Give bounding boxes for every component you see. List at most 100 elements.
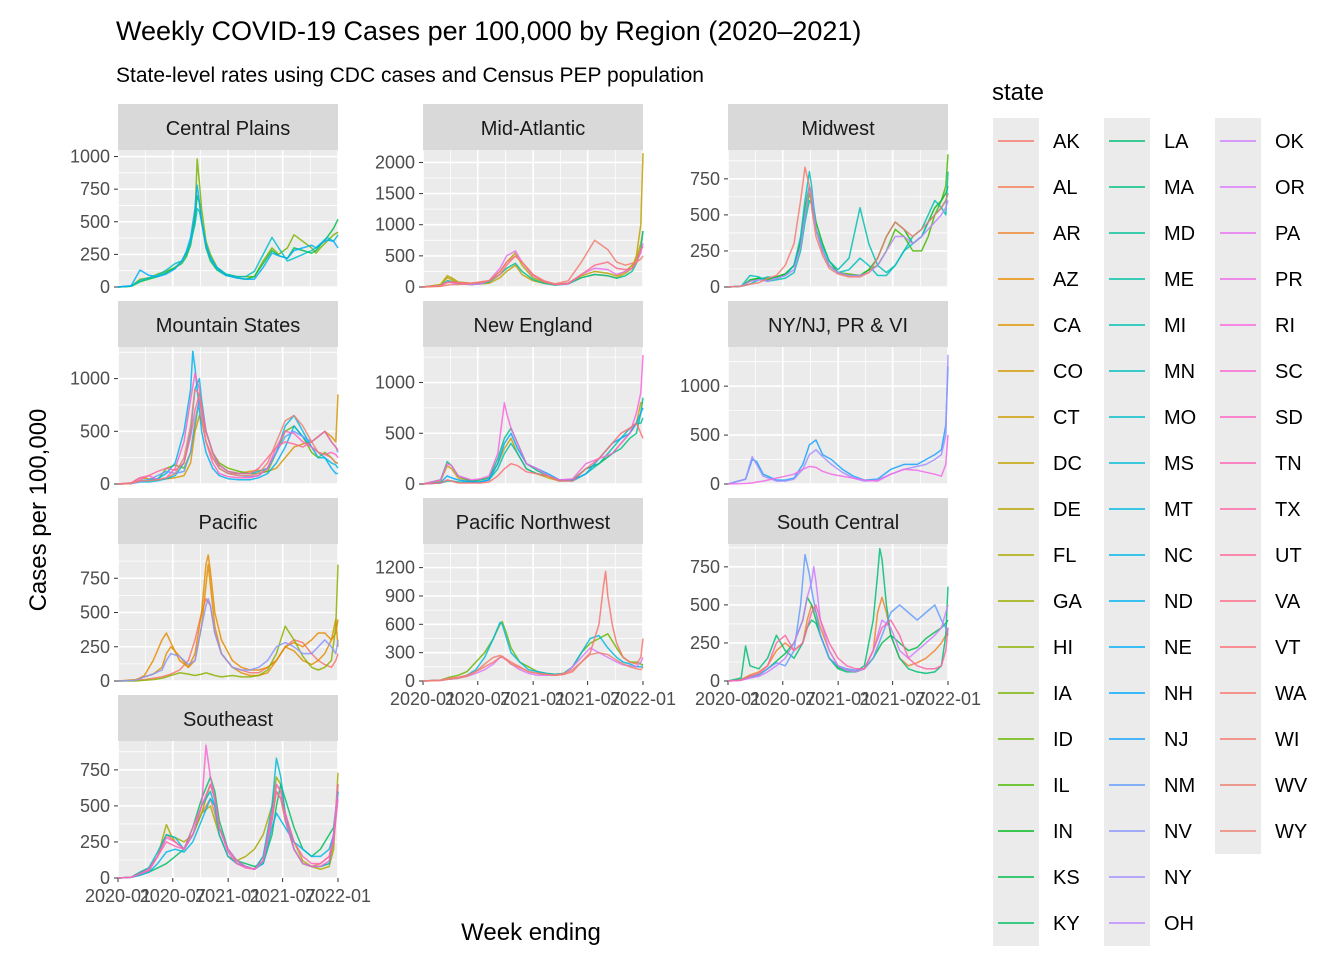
series-line-NM [727, 553, 949, 682]
facet-panel: NY/NJ, PR & VI 0 500 1000 [680, 301, 949, 494]
series-line-OK [727, 566, 949, 682]
legend-label: MD [1164, 223, 1195, 245]
series-line-MT [422, 621, 644, 682]
y-tick-label: 900 [385, 586, 415, 606]
y-axis-label: Cases per 100,000 [25, 409, 52, 612]
legend-key-background [993, 118, 1039, 946]
series-line-PR [727, 435, 949, 485]
series-line-HI [118, 564, 339, 682]
legend-title: state [992, 79, 1044, 106]
y-tick-label: 1200 [375, 558, 415, 578]
y-tick-label: 750 [80, 760, 110, 780]
legend-label: FL [1053, 545, 1076, 567]
series-line-ID [117, 398, 338, 485]
facet-panel: South Central02505007502020-012020-07202… [690, 498, 981, 709]
legend-label: AZ [1053, 269, 1079, 291]
y-tick-label: 500 [385, 246, 415, 266]
legend-label: DE [1053, 499, 1081, 521]
legend-label: OK [1275, 131, 1305, 153]
series-line-TX [727, 604, 949, 682]
y-tick-label: 0 [100, 671, 110, 691]
x-tick-label: 2021-07 [860, 689, 926, 709]
facet-strip-label: Central Plains [166, 118, 291, 140]
y-tick-label: 0 [710, 277, 720, 297]
y-tick-label: 0 [710, 671, 720, 691]
x-tick-label: 2020-01 [695, 689, 761, 709]
facet-strip-label: Pacific [199, 512, 258, 534]
legend-label: IN [1053, 821, 1073, 843]
series-line-MI [727, 171, 949, 288]
y-tick-label: 0 [100, 868, 110, 888]
legend-label: GA [1053, 591, 1083, 613]
legend-label: AR [1053, 223, 1081, 245]
series-line-UT [117, 393, 339, 485]
facet-panel: Midwest 0 250 500 750 [690, 104, 949, 297]
y-tick-label: 600 [385, 614, 415, 634]
x-tick-label: 2021-01 [500, 689, 566, 709]
legend-label: VT [1275, 637, 1301, 659]
x-tick-label: 2021-07 [555, 689, 621, 709]
legend-label: KS [1053, 867, 1080, 889]
series-line-NJ [727, 366, 949, 485]
legend-label: OH [1164, 913, 1194, 935]
legend-label: KY [1053, 913, 1080, 935]
y-tick-label: 1000 [680, 376, 720, 396]
legend-label: SC [1275, 361, 1303, 383]
legend-label: NE [1164, 637, 1192, 659]
legend-label: NM [1164, 775, 1195, 797]
legend-key-background [1104, 118, 1150, 946]
y-tick-label: 250 [690, 241, 720, 261]
x-tick-label: 2021-01 [195, 886, 261, 906]
x-tick-label: 2021-01 [805, 689, 871, 709]
y-tick-label: 500 [80, 796, 110, 816]
chart-subtitle: State-level rates using CDC cases and Ce… [116, 64, 704, 87]
facet-strip [423, 104, 643, 150]
facet-panel: Mountain States 0 500 1000 [70, 301, 339, 494]
legend-label: AL [1053, 177, 1077, 199]
series-line-SC [117, 744, 339, 879]
legend-label: ME [1164, 269, 1194, 291]
facet-strip [728, 498, 948, 544]
legend-label: TX [1275, 499, 1301, 521]
series-line-WY [117, 388, 338, 485]
legend-label: OR [1275, 177, 1305, 199]
series-line-WV [422, 239, 644, 288]
facet-strip-label: Pacific Northwest [456, 512, 611, 534]
legend-label: PR [1275, 269, 1303, 291]
y-tick-label: 1000 [70, 147, 110, 167]
facet-strip [728, 104, 948, 150]
x-tick-label: 2020-01 [390, 689, 456, 709]
series-line-RI [422, 355, 644, 485]
series-line-OR [422, 647, 644, 682]
x-tick-label: 2022-01 [305, 886, 371, 906]
y-tick-label: 300 [385, 643, 415, 663]
legend-label: ND [1164, 591, 1193, 613]
y-tick-label: 0 [710, 474, 720, 494]
facet-strip-label: New England [474, 315, 593, 337]
legend-label: MO [1164, 407, 1196, 429]
y-tick-label: 1000 [375, 373, 415, 393]
y-tick-label: 250 [690, 633, 720, 653]
x-tick-label: 2022-01 [610, 689, 676, 709]
y-tick-label: 500 [385, 423, 415, 443]
facet-strip-label: Midwest [801, 118, 875, 140]
y-tick-label: 2000 [375, 152, 415, 172]
legend-label: MT [1164, 499, 1193, 521]
chart-title: Weekly COVID-19 Cases per 100,000 by Reg… [116, 16, 861, 46]
x-tick-label: 2020-07 [750, 689, 816, 709]
y-tick-label: 750 [690, 169, 720, 189]
x-tick-label: 2020-07 [140, 886, 206, 906]
legend-label: NC [1164, 545, 1193, 567]
legend: state AK AL AR AZ CA CO CT DC DE FL GA HI IA ID IL IN KS… [992, 79, 1308, 946]
x-axis-label: Week ending [461, 919, 601, 946]
series-line-TN [117, 783, 339, 879]
y-tick-label: 250 [80, 637, 110, 657]
y-tick-label: 1000 [70, 369, 110, 389]
facet-panel: New England 0 500 1000 [375, 301, 644, 494]
x-tick-label: 2020-07 [445, 689, 511, 709]
facet-strip [118, 695, 338, 741]
legend-label: NJ [1164, 729, 1188, 751]
y-tick-label: 500 [690, 205, 720, 225]
